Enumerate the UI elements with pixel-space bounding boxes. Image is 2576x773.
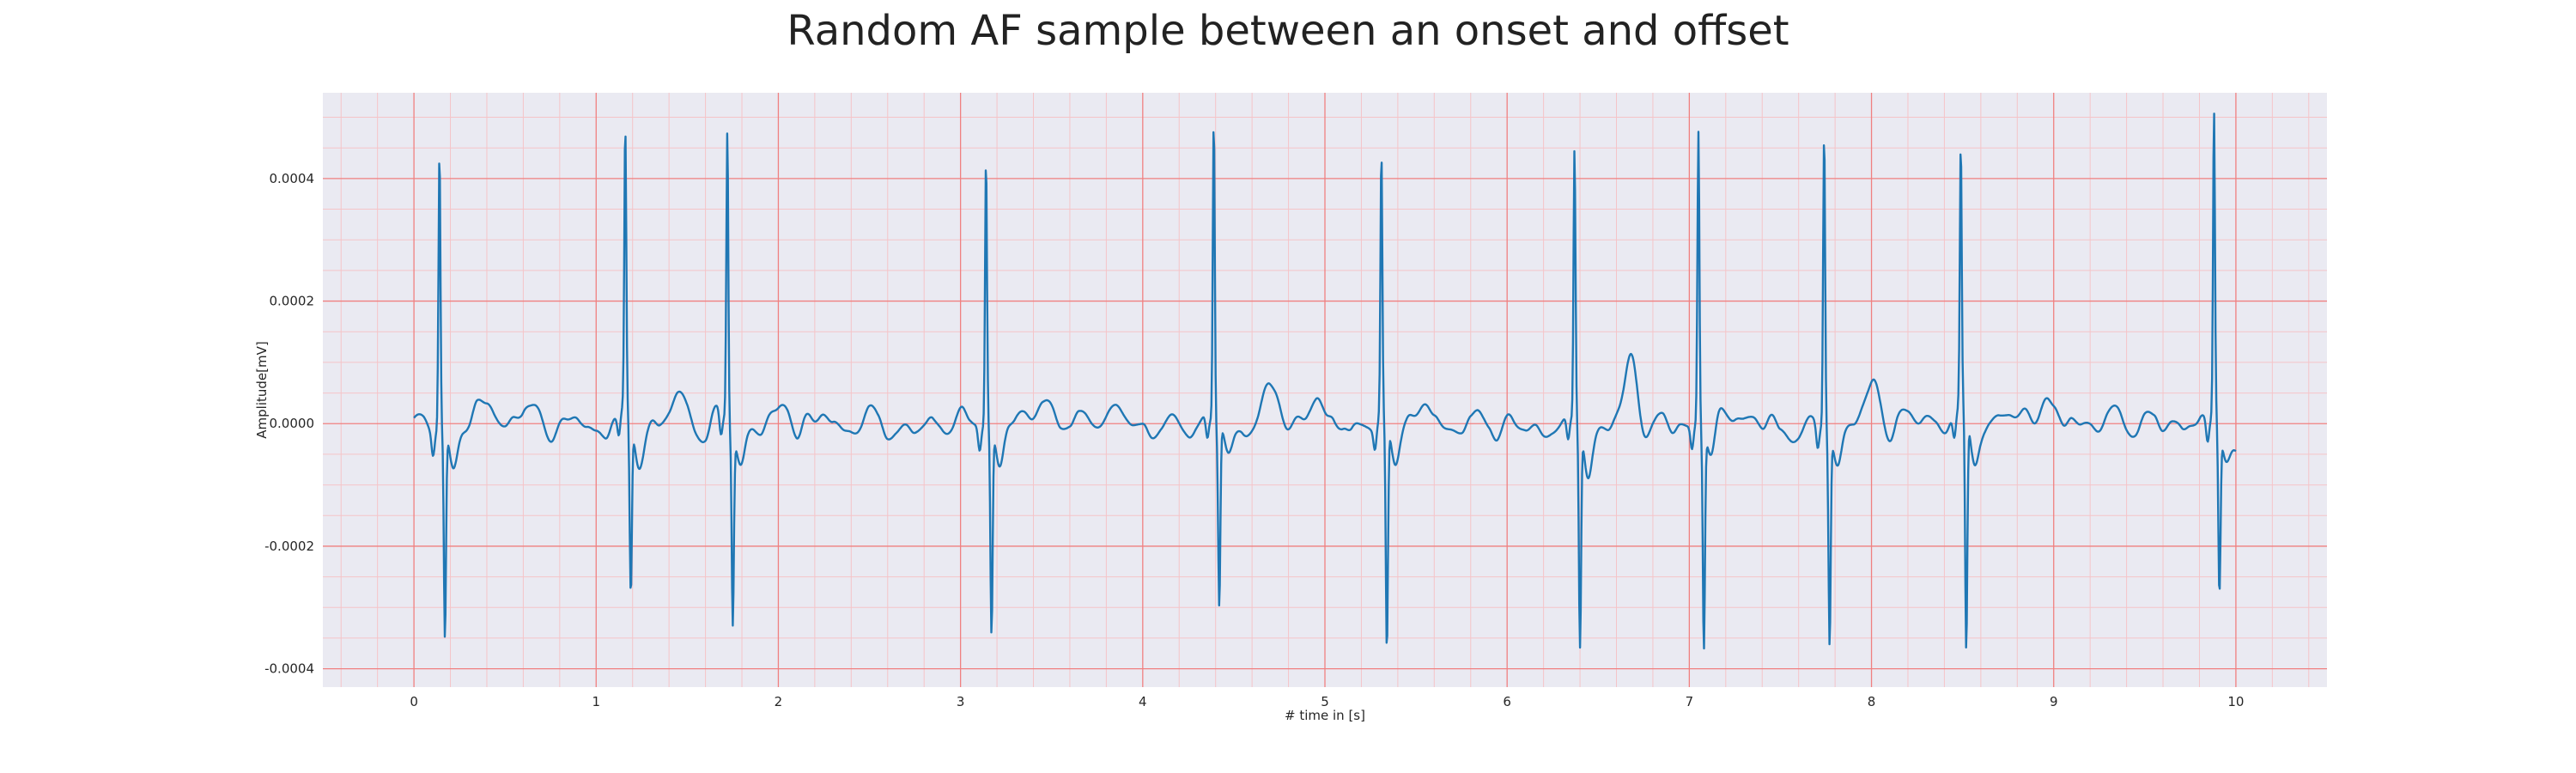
signal-line bbox=[413, 113, 2237, 650]
x-tick-label: 4 bbox=[1139, 694, 1147, 709]
chart-title: Random AF sample between an onset and of… bbox=[787, 7, 1789, 55]
x-tick-label: 5 bbox=[1321, 694, 1329, 709]
x-axis-ticks: 0 1 2 3 4 5 6 7 8 9 10 bbox=[410, 694, 2244, 709]
x-tick-label: 2 bbox=[775, 694, 783, 709]
x-tick-label: 0 bbox=[410, 694, 418, 709]
y-tick-label: -0.0002 bbox=[264, 539, 314, 554]
major-grid bbox=[323, 93, 2327, 687]
y-tick-label: -0.0004 bbox=[264, 661, 314, 677]
x-axis-label: # time in [s] bbox=[1285, 708, 1365, 723]
y-tick-label: 0.0000 bbox=[270, 416, 315, 431]
x-tick-label: 6 bbox=[1503, 694, 1511, 709]
x-tick-label: 3 bbox=[957, 694, 965, 709]
y-tick-label: 0.0002 bbox=[270, 294, 315, 309]
x-tick-label: 9 bbox=[2050, 694, 2058, 709]
y-axis-ticks: 0.0004 0.0002 0.0000 -0.0002 -0.0004 bbox=[264, 171, 314, 677]
y-axis-label: Amplitude[mV] bbox=[254, 341, 270, 438]
x-tick-label: 7 bbox=[1686, 694, 1694, 709]
y-tick-label: 0.0004 bbox=[270, 171, 315, 186]
x-tick-label: 8 bbox=[1868, 694, 1876, 709]
x-tick-label: 1 bbox=[592, 694, 600, 709]
x-tick-label: 10 bbox=[2227, 694, 2244, 709]
